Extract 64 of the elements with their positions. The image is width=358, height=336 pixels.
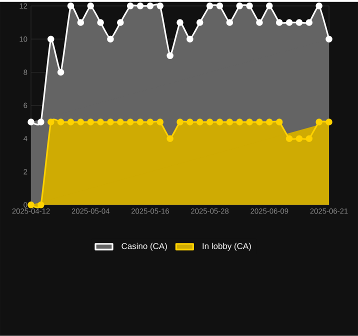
point	[246, 2, 253, 10]
point	[226, 19, 234, 26]
point	[166, 135, 174, 142]
point	[286, 19, 293, 26]
point	[176, 118, 184, 126]
point	[236, 2, 243, 10]
point	[236, 118, 243, 126]
point	[38, 118, 44, 126]
point	[97, 118, 104, 126]
point	[206, 2, 214, 10]
point	[67, 2, 74, 10]
point	[326, 36, 332, 43]
point	[196, 118, 204, 126]
point	[117, 19, 124, 26]
point	[206, 118, 214, 126]
point	[276, 118, 283, 126]
point	[87, 2, 94, 10]
point	[146, 118, 154, 126]
point	[256, 118, 263, 126]
point	[286, 135, 293, 142]
point	[47, 118, 54, 126]
point	[216, 2, 224, 10]
point	[266, 118, 273, 126]
point	[266, 2, 273, 10]
point	[156, 118, 164, 126]
point	[77, 118, 84, 126]
point	[126, 118, 134, 126]
point	[57, 68, 64, 76]
point	[256, 19, 263, 26]
point	[226, 118, 234, 126]
point	[67, 118, 74, 126]
point	[296, 135, 303, 142]
point	[146, 2, 154, 10]
legend-label: Casino (CA)	[122, 242, 167, 251]
point	[28, 202, 34, 208]
point	[28, 118, 34, 126]
point	[196, 19, 204, 26]
point	[326, 118, 332, 126]
point	[216, 118, 224, 126]
point	[246, 118, 253, 126]
point	[107, 118, 114, 126]
legend-label: In lobby (CA)	[202, 242, 251, 251]
point	[276, 19, 283, 26]
point	[117, 118, 124, 126]
point	[77, 19, 84, 26]
point	[107, 36, 114, 43]
point	[136, 118, 144, 126]
point	[316, 2, 322, 10]
point	[136, 2, 144, 10]
point	[186, 36, 194, 43]
point	[47, 36, 54, 43]
point	[316, 118, 322, 126]
point	[166, 52, 174, 60]
point	[97, 19, 104, 26]
point	[87, 118, 94, 126]
point	[176, 19, 184, 26]
point	[126, 2, 134, 10]
point	[38, 202, 44, 208]
point	[156, 2, 164, 10]
point	[186, 118, 194, 126]
point	[306, 19, 313, 26]
point	[57, 118, 64, 126]
point	[296, 19, 303, 26]
point	[306, 135, 313, 142]
